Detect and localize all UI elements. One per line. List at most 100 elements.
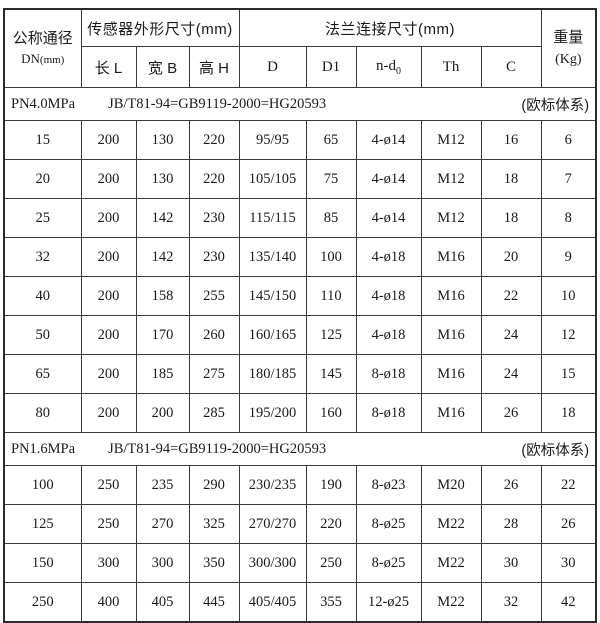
- section-standard-code: JB/T81-94=GB9119-2000=HG20593: [108, 440, 327, 457]
- spec-sheet: 公称通径 DN(mm) 传感器外形尺寸(mm) 法兰连接尺寸(mm) 重量 (Kg) 长 L…: [3, 8, 598, 623]
- cell-d: 115/115: [238, 198, 307, 238]
- cell-d1: 145: [305, 354, 357, 394]
- cell-weight: 10: [540, 276, 597, 316]
- cell-weight: 7: [540, 159, 597, 199]
- cell-n-d0: 8-ø18: [355, 354, 422, 394]
- cell-th: M16: [420, 276, 482, 316]
- cell-n-d0: 8-ø25: [355, 504, 422, 544]
- cell-c: 32: [480, 582, 542, 623]
- cell-height: 230: [188, 237, 240, 277]
- cell-d1: 75: [305, 159, 357, 199]
- cell-c: 26: [480, 393, 542, 433]
- cell-th: M12: [420, 120, 482, 160]
- header-group-flange-dimensions: 法兰连接尺寸(mm): [238, 8, 542, 47]
- cell-c: 24: [480, 354, 542, 394]
- cell-th: M16: [420, 237, 482, 277]
- cell-weight: 26: [540, 504, 597, 544]
- cell-dn: 25: [3, 198, 82, 238]
- cell-d: 230/235: [238, 465, 307, 505]
- cell-width: 300: [135, 543, 190, 583]
- cell-weight: 42: [540, 582, 597, 623]
- cell-width: 185: [135, 354, 190, 394]
- cell-width: 130: [135, 120, 190, 160]
- cell-width: 142: [135, 237, 190, 277]
- cell-height: 325: [188, 504, 240, 544]
- cell-n-d0: 4-ø14: [355, 159, 422, 199]
- cell-width: 142: [135, 198, 190, 238]
- cell-n-d0: 8-ø25: [355, 543, 422, 583]
- cell-length: 250: [80, 504, 137, 544]
- cell-d1: 220: [305, 504, 357, 544]
- section-standard-code: JB/T81-94=GB9119-2000=HG20593: [108, 95, 327, 112]
- cell-weight: 18: [540, 393, 597, 433]
- cell-weight: 22: [540, 465, 597, 505]
- cell-dn: 100: [3, 465, 82, 505]
- cell-d1: 100: [305, 237, 357, 277]
- cell-length: 300: [80, 543, 137, 583]
- cell-dn: 65: [3, 354, 82, 394]
- header-col-d: D: [238, 46, 307, 88]
- table-row: 250 400 405 445 405/405 355 12-ø25 M22 32 42: [3, 582, 597, 623]
- cell-width: 200: [135, 393, 190, 433]
- cell-d1: 355: [305, 582, 357, 623]
- header-col-th: Th: [420, 46, 482, 88]
- table-row: 20 200 130 220 105/105 75 4-ø14 M12 18 7: [3, 159, 597, 199]
- cell-height: 290: [188, 465, 240, 505]
- section-standard-system-note: (欧标体系): [521, 97, 590, 114]
- cell-height: 445: [188, 582, 240, 623]
- cell-length: 250: [80, 465, 137, 505]
- table-row: 80 200 200 285 195/200 160 8-ø18 M16 26 18: [3, 393, 597, 433]
- cell-c: 18: [480, 198, 542, 238]
- table-row: 125 250 270 325 270/270 220 8-ø25 M22 28 26: [3, 504, 597, 544]
- cell-width: 130: [135, 159, 190, 199]
- table-row: 150 300 300 350 300/300 250 8-ø25 M22 30 30: [3, 543, 597, 583]
- header-col-width: 宽 B: [135, 46, 190, 88]
- cell-width: 405: [135, 582, 190, 623]
- cell-d: 160/165: [238, 315, 307, 355]
- section-header-cell: PN4.0MPa JB/T81-94=GB9119-2000=HG20593 (欧标…: [3, 87, 597, 121]
- header-dn-line1: 公称通径: [12, 30, 73, 48]
- cell-length: 200: [80, 315, 137, 355]
- section-header-row: PN1.6MPa JB/T81-94=GB9119-2000=HG20593 (欧标…: [3, 432, 597, 466]
- table-row: 32 200 142 230 135/140 100 4-ø18 M16 20 9: [3, 237, 597, 277]
- cell-n-d0: 4-ø14: [355, 198, 422, 238]
- cell-n-d0: 4-ø14: [355, 120, 422, 160]
- table-header-group-row: 公称通径 DN(mm) 传感器外形尺寸(mm) 法兰连接尺寸(mm) 重量 (Kg): [3, 8, 597, 88]
- cell-dn: 20: [3, 159, 82, 199]
- table-row: 100 250 235 290 230/235 190 8-ø23 M20 26 22: [3, 465, 597, 505]
- header-col-d1: D1: [305, 46, 357, 88]
- cell-th: M12: [420, 198, 482, 238]
- cell-c: 26: [480, 465, 542, 505]
- cell-height: 285: [188, 393, 240, 433]
- cell-d: 105/105: [238, 159, 307, 199]
- cell-dn: 250: [3, 582, 82, 623]
- cell-th: M22: [420, 543, 482, 583]
- cell-th: M20: [420, 465, 482, 505]
- cell-th: M22: [420, 504, 482, 544]
- cell-dn: 32: [3, 237, 82, 277]
- cell-th: M12: [420, 159, 482, 199]
- header-col-height: 高 H: [188, 46, 240, 88]
- cell-d: 180/185: [238, 354, 307, 394]
- cell-weight: 30: [540, 543, 597, 583]
- cell-c: 22: [480, 276, 542, 316]
- cell-dn: 50: [3, 315, 82, 355]
- cell-height: 220: [188, 159, 240, 199]
- cell-th: M16: [420, 393, 482, 433]
- cell-height: 220: [188, 120, 240, 160]
- cell-weight: 12: [540, 315, 597, 355]
- cell-dn: 125: [3, 504, 82, 544]
- cell-dn: 40: [3, 276, 82, 316]
- cell-d1: 250: [305, 543, 357, 583]
- cell-d1: 190: [305, 465, 357, 505]
- section-header-cell: PN1.6MPa JB/T81-94=GB9119-2000=HG20593 (欧标…: [3, 432, 597, 466]
- cell-width: 235: [135, 465, 190, 505]
- cell-height: 255: [188, 276, 240, 316]
- table-row: 40 200 158 255 145/150 110 4-ø18 M16 22 10: [3, 276, 597, 316]
- cell-length: 200: [80, 120, 137, 160]
- cell-d: 145/150: [238, 276, 307, 316]
- cell-width: 270: [135, 504, 190, 544]
- cell-c: 24: [480, 315, 542, 355]
- section-standard-system-note: (欧标体系): [521, 442, 590, 459]
